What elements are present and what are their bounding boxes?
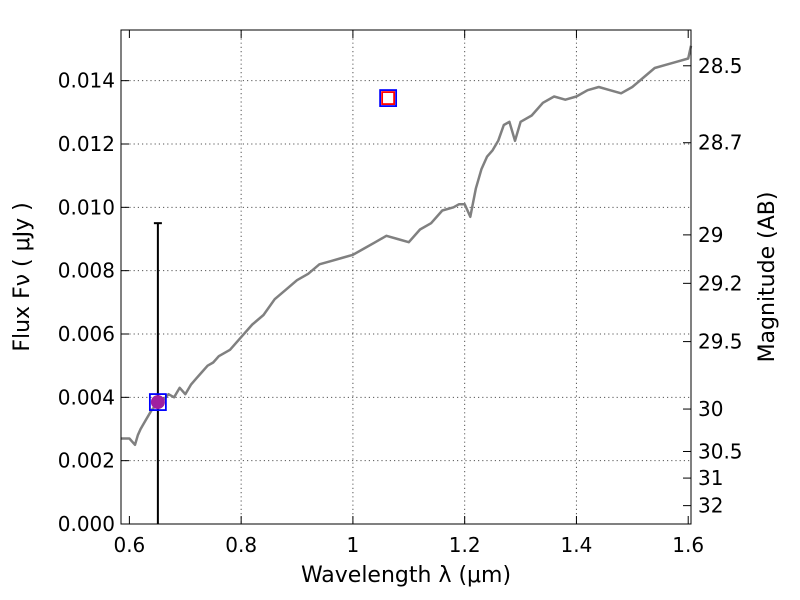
right-tick-label: 28.7 [698,131,743,155]
y-tick-label: 0.014 [58,69,115,93]
marker-layer [148,89,398,411]
y-tick-label: 0.006 [58,322,115,346]
photometry-square-marker [379,89,398,107]
y-axis-label: Flux Fν ( μJy ) [10,202,35,351]
grid-lines [121,30,691,524]
x-tick-label: 0.6 [113,533,145,557]
photometry-circle-marker [150,395,165,410]
x-axis-label: Wavelength λ (μm) [301,563,511,588]
right-tick-label: 29.5 [698,330,743,354]
y-tick-label: 0.008 [58,259,115,283]
y-tick-label: 0.000 [58,512,115,536]
x-tick-label: 0.8 [225,533,257,557]
error-bar-layer [153,222,162,524]
y-tick-label: 0.004 [58,385,115,409]
photometry-square-marker [148,393,167,411]
right-tick-label: 29.2 [698,271,743,295]
y-tick-label: 0.012 [58,132,115,156]
x-tick-label: 1 [347,533,360,557]
right-tick-label: 31 [698,466,723,490]
right-tick-label: 28.5 [698,54,743,78]
series-layer [121,45,693,447]
y-tick-label: 0.002 [58,449,115,473]
right-tick-label: 32 [698,494,723,518]
plot-frame [120,29,692,525]
right-tick-label: 30 [698,397,723,421]
right-axis-ticks: 28.5 28.7 29 29.2 29.5 30 30.5 31 32 [683,54,743,518]
x-tick-label: 1.6 [672,533,704,557]
photometry-square-marker [381,91,396,105]
x-tick-label: 1.2 [449,533,481,557]
y-tick-label: 0.010 [58,195,115,219]
spectrum-line [121,45,693,447]
y-axis-ticks: 0.000 0.002 0.004 0.006 0.008 0.010 0.012 0.014 [58,69,129,536]
x-axis-ticks: 0.6 0.8 1 1.2 1.4 1.6 [113,30,704,557]
right-tick-label: 29 [698,223,723,247]
right-tick-label: 30.5 [698,439,743,463]
x-tick-label: 1.4 [561,533,593,557]
right-axis-label: Magnitude (AB) [755,192,780,363]
